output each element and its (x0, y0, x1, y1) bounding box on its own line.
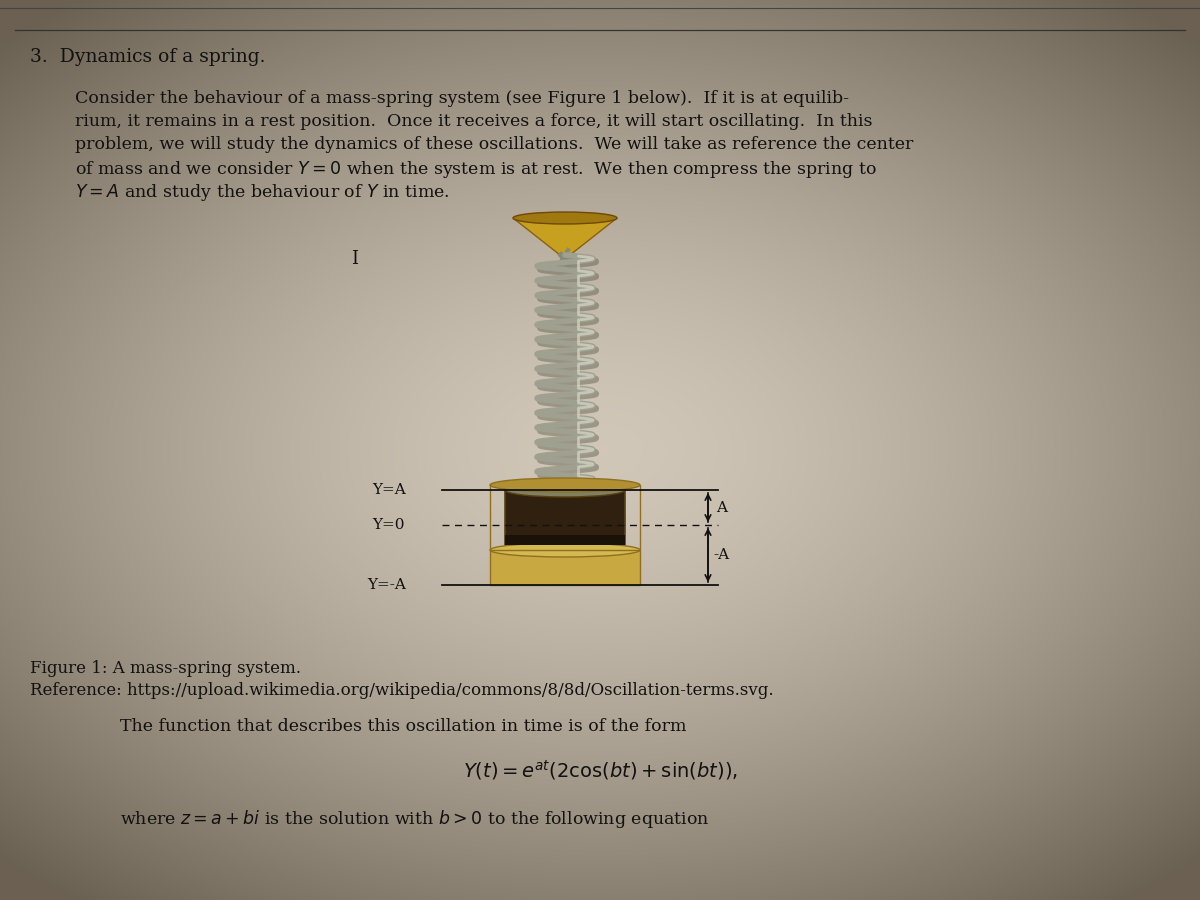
Text: Y=A: Y=A (372, 483, 406, 497)
Bar (505, 490, 625, 545)
Text: Figure 1: A mass-spring system.: Figure 1: A mass-spring system. (30, 660, 301, 677)
Text: Y=-A: Y=-A (367, 578, 406, 592)
Ellipse shape (505, 483, 625, 497)
Text: of mass and we consider $Y = 0$ when the system is at rest.  We then compress th: of mass and we consider $Y = 0$ when the… (74, 159, 877, 180)
Text: Y=0: Y=0 (372, 518, 404, 532)
Ellipse shape (490, 543, 640, 557)
Bar (490, 485, 640, 550)
Bar (505, 535, 625, 545)
Text: where $z = a + bi$ is the solution with $b > 0$ to the following equation: where $z = a + bi$ is the solution with … (120, 808, 709, 830)
Text: The function that describes this oscillation in time is of the form: The function that describes this oscilla… (120, 718, 686, 735)
Text: rium, it remains in a rest position.  Once it receives a force, it will start os: rium, it remains in a rest position. Onc… (74, 113, 872, 130)
Text: I: I (352, 250, 359, 268)
Polygon shape (514, 218, 617, 255)
Text: Consider the behaviour of a mass-spring system (see Figure 1 below).  If it is a: Consider the behaviour of a mass-spring … (74, 90, 850, 107)
Ellipse shape (514, 212, 617, 224)
Bar (490, 550, 640, 585)
Text: Reference: https://upload.wikimedia.org/wikipedia/commons/8/8d/Oscillation-terms: Reference: https://upload.wikimedia.org/… (30, 682, 774, 699)
Text: -A: -A (713, 548, 730, 562)
Text: $Y = A$ and study the behaviour of $Y$ in time.: $Y = A$ and study the behaviour of $Y$ i… (74, 182, 450, 203)
Text: problem, we will study the dynamics of these oscillations.  We will take as refe: problem, we will study the dynamics of t… (74, 136, 913, 153)
Text: $Y(t) = e^{at}(2\cos(bt) + \sin(bt)),$: $Y(t) = e^{at}(2\cos(bt) + \sin(bt)),$ (462, 758, 738, 782)
Ellipse shape (490, 478, 640, 492)
Text: A: A (716, 500, 727, 515)
Text: 3.  Dynamics of a spring.: 3. Dynamics of a spring. (30, 48, 265, 66)
